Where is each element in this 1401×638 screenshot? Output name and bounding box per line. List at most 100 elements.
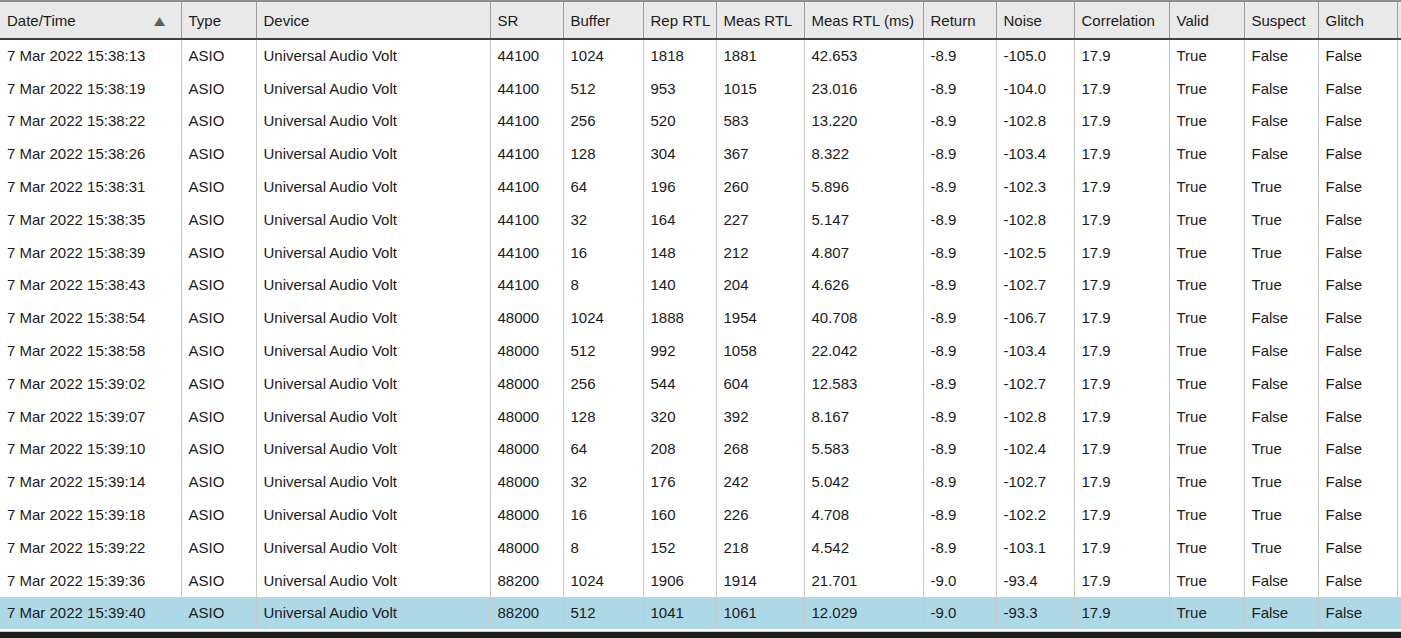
cell-suspect: False bbox=[1244, 334, 1318, 367]
col-header-meas-rtl[interactable]: Meas RTL bbox=[716, 1, 804, 39]
cell-meas-rtl-ms: 12.029 bbox=[804, 597, 923, 630]
cell-type: ASIO bbox=[181, 531, 256, 564]
col-header-rep-rtl[interactable]: Rep RTL bbox=[643, 1, 716, 39]
cell-sr: 44100 bbox=[490, 269, 563, 302]
col-header-noise[interactable]: Noise bbox=[996, 1, 1074, 39]
cell-device: Universal Audio Volt bbox=[256, 269, 490, 302]
cell-valid: True bbox=[1169, 465, 1244, 498]
table-row[interactable]: 7 Mar 2022 15:39:14ASIOUniversal Audio V… bbox=[0, 465, 1401, 498]
table-row[interactable]: 7 Mar 2022 15:39:36ASIOUniversal Audio V… bbox=[0, 564, 1401, 597]
row-filler-cell bbox=[1397, 433, 1401, 466]
col-header-valid[interactable]: Valid bbox=[1169, 1, 1244, 39]
table-row[interactable]: 7 Mar 2022 15:39:22ASIOUniversal Audio V… bbox=[0, 531, 1401, 564]
col-header-sr[interactable]: SR bbox=[490, 1, 563, 39]
cell-meas-rtl: 1061 bbox=[716, 597, 804, 630]
table-row[interactable]: 7 Mar 2022 15:39:40ASIOUniversal Audio V… bbox=[0, 597, 1401, 630]
cell-rep-rtl: 1041 bbox=[643, 597, 716, 630]
cell-correlation: 17.9 bbox=[1074, 137, 1169, 170]
col-header-return[interactable]: Return bbox=[923, 1, 996, 39]
cell-glitch: False bbox=[1318, 203, 1397, 236]
col-header-suspect[interactable]: Suspect bbox=[1244, 1, 1318, 39]
cell-glitch: False bbox=[1318, 269, 1397, 302]
cell-buffer: 16 bbox=[563, 236, 643, 269]
col-header-type[interactable]: Type bbox=[181, 1, 256, 39]
col-header-correlation[interactable]: Correlation bbox=[1074, 1, 1169, 39]
cell-correlation: 17.9 bbox=[1074, 531, 1169, 564]
cell-meas-rtl-ms: 23.016 bbox=[804, 72, 923, 105]
cell-valid: True bbox=[1169, 105, 1244, 138]
col-header-glitch[interactable]: Glitch bbox=[1318, 1, 1397, 39]
cell-correlation: 17.9 bbox=[1074, 39, 1169, 72]
table-row[interactable]: 7 Mar 2022 15:39:10ASIOUniversal Audio V… bbox=[0, 433, 1401, 466]
cell-rep-rtl: 520 bbox=[643, 105, 716, 138]
cell-datetime: 7 Mar 2022 15:38:39 bbox=[0, 236, 181, 269]
table-row[interactable]: 7 Mar 2022 15:39:02ASIOUniversal Audio V… bbox=[0, 367, 1401, 400]
cell-buffer: 1024 bbox=[563, 39, 643, 72]
cell-type: ASIO bbox=[181, 465, 256, 498]
col-header-buffer[interactable]: Buffer bbox=[563, 1, 643, 39]
cell-meas-rtl: 1881 bbox=[716, 39, 804, 72]
cell-valid: True bbox=[1169, 367, 1244, 400]
cell-valid: True bbox=[1169, 564, 1244, 597]
cell-datetime: 7 Mar 2022 15:38:26 bbox=[0, 137, 181, 170]
table-row[interactable]: 7 Mar 2022 15:38:54ASIOUniversal Audio V… bbox=[0, 301, 1401, 334]
cell-glitch: False bbox=[1318, 334, 1397, 367]
table-row[interactable]: 7 Mar 2022 15:39:18ASIOUniversal Audio V… bbox=[0, 498, 1401, 531]
col-header-datetime[interactable]: Date/Time ▲ bbox=[0, 1, 181, 39]
cell-rep-rtl: 152 bbox=[643, 531, 716, 564]
cell-sr: 48000 bbox=[490, 498, 563, 531]
cell-buffer: 8 bbox=[563, 269, 643, 302]
cell-noise: -104.0 bbox=[996, 72, 1074, 105]
table-row[interactable]: 7 Mar 2022 15:38:31ASIOUniversal Audio V… bbox=[0, 170, 1401, 203]
cell-meas-rtl: 227 bbox=[716, 203, 804, 236]
table-row[interactable]: 7 Mar 2022 15:38:26ASIOUniversal Audio V… bbox=[0, 137, 1401, 170]
cell-type: ASIO bbox=[181, 269, 256, 302]
table-row[interactable]: 7 Mar 2022 15:38:19ASIOUniversal Audio V… bbox=[0, 72, 1401, 105]
cell-datetime: 7 Mar 2022 15:38:19 bbox=[0, 72, 181, 105]
table-row[interactable]: 7 Mar 2022 15:38:13ASIOUniversal Audio V… bbox=[0, 39, 1401, 72]
table-row[interactable]: 7 Mar 2022 15:38:35ASIOUniversal Audio V… bbox=[0, 203, 1401, 236]
table-row[interactable]: 7 Mar 2022 15:38:58ASIOUniversal Audio V… bbox=[0, 334, 1401, 367]
table-row[interactable]: 7 Mar 2022 15:39:07ASIOUniversal Audio V… bbox=[0, 400, 1401, 433]
cell-suspect: False bbox=[1244, 105, 1318, 138]
cell-glitch: False bbox=[1318, 400, 1397, 433]
cell-meas-rtl: 1954 bbox=[716, 301, 804, 334]
cell-suspect: True bbox=[1244, 170, 1318, 203]
cell-return: -8.9 bbox=[923, 137, 996, 170]
table-row[interactable]: 7 Mar 2022 15:38:43ASIOUniversal Audio V… bbox=[0, 269, 1401, 302]
cell-buffer: 512 bbox=[563, 334, 643, 367]
cell-return: -8.9 bbox=[923, 236, 996, 269]
cell-sr: 48000 bbox=[490, 400, 563, 433]
row-filler-cell bbox=[1397, 498, 1401, 531]
cell-valid: True bbox=[1169, 269, 1244, 302]
col-header-meas-rtl-ms[interactable]: Meas RTL (ms) bbox=[804, 1, 923, 39]
cell-return: -8.9 bbox=[923, 105, 996, 138]
cell-correlation: 17.9 bbox=[1074, 400, 1169, 433]
results-table: Date/Time ▲ Type Device SR Buffer Rep RT… bbox=[0, 0, 1401, 629]
cell-correlation: 17.9 bbox=[1074, 72, 1169, 105]
cell-correlation: 17.9 bbox=[1074, 236, 1169, 269]
table-row[interactable]: 7 Mar 2022 15:38:39ASIOUniversal Audio V… bbox=[0, 236, 1401, 269]
col-header-label: Rep RTL bbox=[651, 12, 711, 29]
cell-device: Universal Audio Volt bbox=[256, 301, 490, 334]
cell-meas-rtl: 367 bbox=[716, 137, 804, 170]
row-filler-cell bbox=[1397, 170, 1401, 203]
cell-noise: -106.7 bbox=[996, 301, 1074, 334]
cell-buffer: 64 bbox=[563, 433, 643, 466]
cell-meas-rtl: 226 bbox=[716, 498, 804, 531]
col-header-device[interactable]: Device bbox=[256, 1, 490, 39]
cell-datetime: 7 Mar 2022 15:38:31 bbox=[0, 170, 181, 203]
col-header-label: SR bbox=[498, 12, 519, 29]
table-row[interactable]: 7 Mar 2022 15:38:22ASIOUniversal Audio V… bbox=[0, 105, 1401, 138]
cell-correlation: 17.9 bbox=[1074, 334, 1169, 367]
row-filler-cell bbox=[1397, 597, 1401, 630]
cell-datetime: 7 Mar 2022 15:39:40 bbox=[0, 597, 181, 630]
cell-buffer: 512 bbox=[563, 597, 643, 630]
cell-device: Universal Audio Volt bbox=[256, 433, 490, 466]
col-header-label: Date/Time bbox=[7, 12, 76, 29]
cell-buffer: 512 bbox=[563, 72, 643, 105]
cell-valid: True bbox=[1169, 400, 1244, 433]
cell-glitch: False bbox=[1318, 433, 1397, 466]
cell-sr: 44100 bbox=[490, 203, 563, 236]
cell-sr: 44100 bbox=[490, 39, 563, 72]
